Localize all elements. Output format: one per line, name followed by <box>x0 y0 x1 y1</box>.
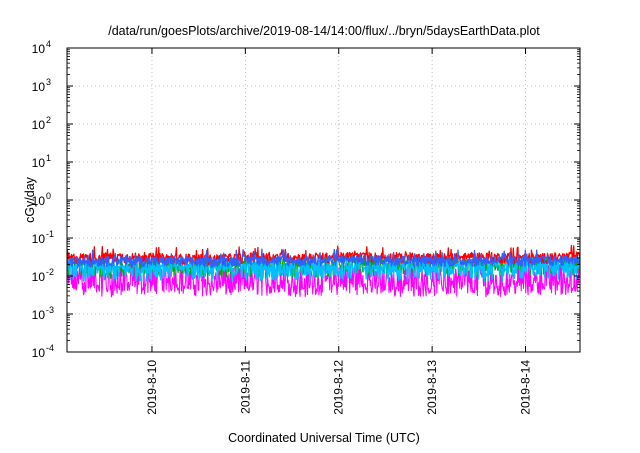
y-axis-label: cGy/day <box>23 176 37 223</box>
y-tick-exponent: -2 <box>46 267 54 277</box>
grid <box>67 48 580 352</box>
y-tick-exponent: 2 <box>46 115 51 125</box>
y-tick-exponent: -3 <box>46 305 54 315</box>
y-tick-exponent: -1 <box>46 229 54 239</box>
plot-area <box>66 244 581 298</box>
x-tick-label: 2019-8-12 <box>332 360 346 415</box>
y-tick-label: 10 <box>32 156 46 170</box>
x-axis-label: Coordinated Universal Time (UTC) <box>228 431 420 445</box>
series-line <box>66 248 581 268</box>
y-tick-label: 10 <box>32 346 46 360</box>
y-tick-exponent: -4 <box>46 343 54 353</box>
y-tick-label: 10 <box>32 118 46 132</box>
y-tick-exponent: 3 <box>46 77 51 87</box>
x-tick-label: 2019-8-10 <box>145 360 159 415</box>
y-tick-exponent: 0 <box>46 191 51 201</box>
y-tick-label: 10 <box>32 80 46 94</box>
x-tick-label: 2019-8-13 <box>425 360 439 415</box>
y-tick-exponent: 4 <box>46 39 51 49</box>
y-tick-label: 10 <box>32 194 46 208</box>
series-line <box>66 258 581 283</box>
y-tick-label: 10 <box>32 270 46 284</box>
y-tick-label: 10 <box>32 42 46 56</box>
x-tick-label: 2019-8-11 <box>238 360 252 414</box>
y-tick-label: 10 <box>32 232 46 246</box>
y-tick-exponent: 1 <box>46 153 51 163</box>
y-tick-label: 10 <box>32 308 46 322</box>
x-tick-label: 2019-8-14 <box>519 360 533 415</box>
chart-title: /data/run/goesPlots/archive/2019-08-14/1… <box>108 24 540 38</box>
